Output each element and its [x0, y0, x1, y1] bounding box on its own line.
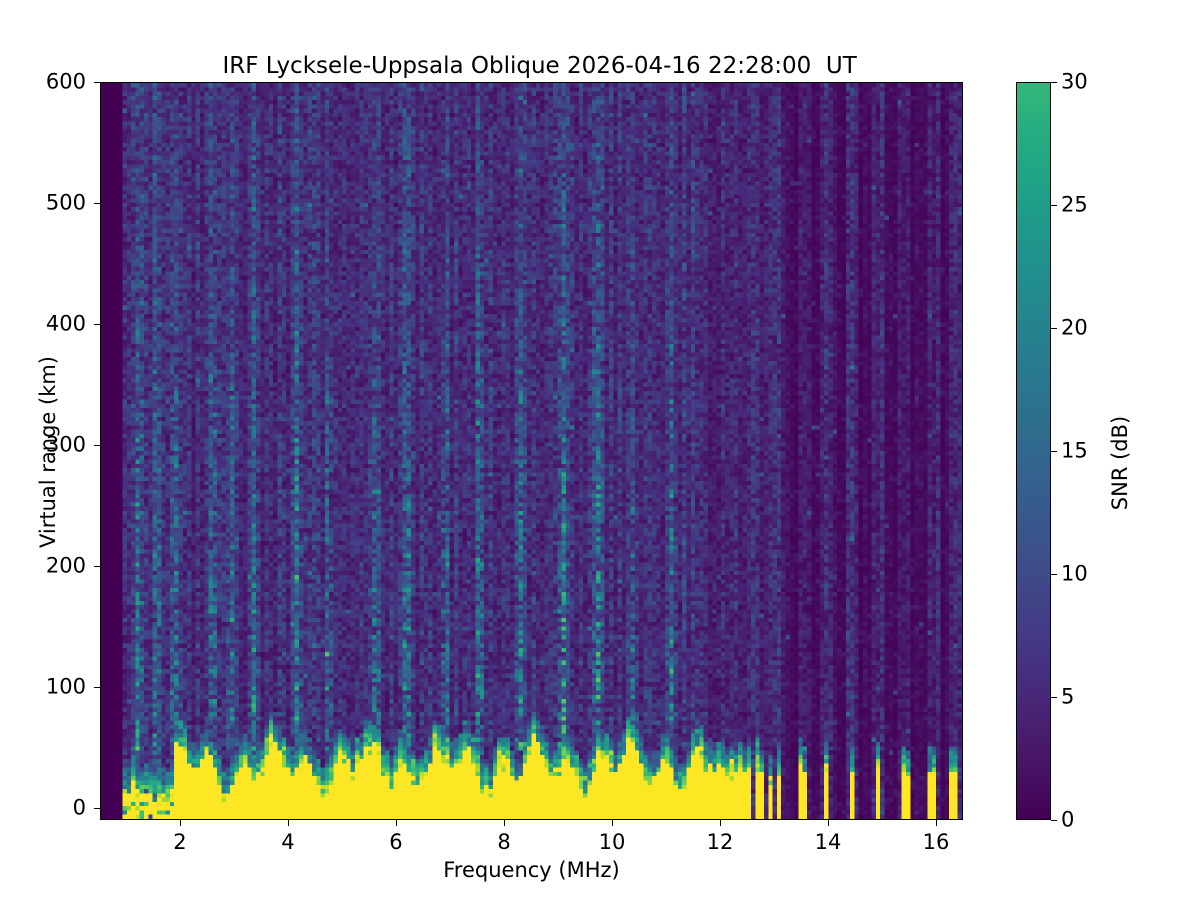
x-tick-label: 12 — [706, 830, 734, 854]
colorbar-label: SNR (dB) — [1108, 415, 1132, 511]
colorbar-tick-label: 5 — [1061, 684, 1075, 709]
x-tick-label: 8 — [497, 830, 511, 854]
y-tick-label: 100 — [45, 674, 86, 699]
colorbar-tick-mark — [1051, 82, 1057, 83]
colorbar-gradient — [1017, 83, 1050, 819]
ionogram-heatmap — [101, 83, 962, 819]
x-tick-mark — [612, 820, 613, 826]
x-tick-mark — [395, 820, 397, 826]
colorbar-tick-mark — [1051, 451, 1057, 452]
x-tick-mark — [287, 820, 289, 826]
y-tick-label: 400 — [45, 311, 86, 336]
colorbar-tick-label: 0 — [1061, 807, 1075, 832]
y-tick-mark — [94, 686, 100, 688]
heatmap-canvas — [101, 83, 962, 819]
colorbar-tick-label: 10 — [1061, 561, 1088, 586]
x-tick-label: 16 — [922, 830, 950, 854]
colorbar-tick-label: 25 — [1061, 192, 1088, 217]
x-tick-mark — [179, 820, 181, 826]
y-tick-label: 300 — [45, 432, 86, 457]
colorbar-tick-label: 30 — [1061, 69, 1088, 94]
x-tick-label: 6 — [389, 830, 403, 854]
x-tick-label: 4 — [281, 830, 295, 854]
y-tick-mark — [94, 203, 100, 204]
colorbar — [1016, 82, 1051, 820]
x-tick-label: 14 — [814, 830, 842, 854]
colorbar-tick-mark — [1051, 574, 1057, 575]
y-tick-mark — [94, 82, 100, 83]
x-tick-mark — [504, 820, 505, 826]
colorbar-tick-label: 20 — [1061, 315, 1088, 340]
y-tick-mark — [94, 807, 100, 809]
colorbar-tick-mark — [1051, 205, 1057, 206]
y-tick-mark — [94, 324, 100, 325]
x-tick-mark — [720, 820, 721, 826]
x-tick-mark — [828, 820, 829, 826]
plot-area — [100, 82, 963, 820]
y-tick-label: 500 — [45, 190, 86, 215]
x-tick-label: 2 — [173, 830, 187, 854]
colorbar-tick-label: 15 — [1061, 438, 1088, 463]
x-axis-label: Frequency (MHz) — [443, 858, 620, 882]
x-tick-mark — [936, 820, 937, 826]
colorbar-tick-mark — [1051, 820, 1057, 821]
title-line-1: IRF Lycksele-Uppsala Oblique 2026-04-16 … — [222, 53, 857, 79]
y-tick-label: 200 — [45, 553, 86, 578]
x-tick-label: 10 — [598, 830, 626, 854]
colorbar-tick-mark — [1051, 328, 1057, 329]
y-tick-label: 0 — [72, 795, 86, 820]
y-tick-mark — [94, 445, 100, 446]
y-tick-mark — [94, 565, 100, 567]
colorbar-tick-mark — [1051, 697, 1057, 698]
y-axis-label: Virtual range (km) — [36, 355, 60, 549]
y-tick-label: 600 — [45, 69, 86, 94]
